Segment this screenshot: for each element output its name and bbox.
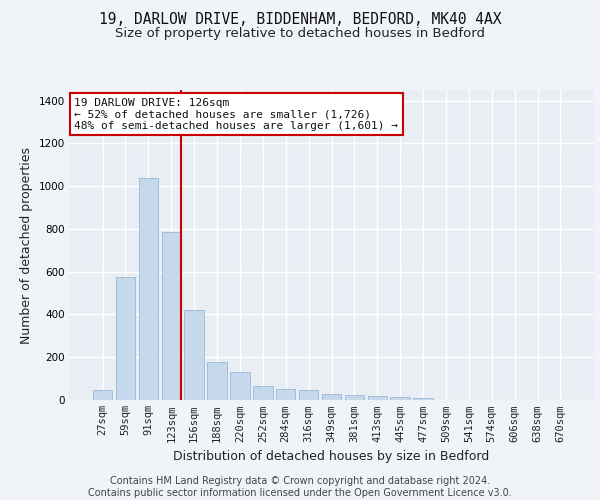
Bar	[253, 386, 272, 400]
Text: Size of property relative to detached houses in Bedford: Size of property relative to detached ho…	[115, 28, 485, 40]
Bar	[161, 232, 181, 400]
Y-axis label: Number of detached properties: Number of detached properties	[20, 146, 33, 344]
Bar	[413, 398, 433, 400]
Bar	[208, 362, 227, 400]
Bar	[184, 310, 204, 400]
Bar	[368, 396, 387, 400]
Bar	[230, 372, 250, 400]
Bar	[299, 390, 319, 400]
Bar	[391, 397, 410, 400]
Bar	[139, 178, 158, 400]
Text: 19, DARLOW DRIVE, BIDDENHAM, BEDFORD, MK40 4AX: 19, DARLOW DRIVE, BIDDENHAM, BEDFORD, MK…	[99, 12, 501, 28]
Bar	[276, 390, 295, 400]
Bar	[116, 277, 135, 400]
Bar	[93, 390, 112, 400]
Bar	[322, 394, 341, 400]
Text: 19 DARLOW DRIVE: 126sqm
← 52% of detached houses are smaller (1,726)
48% of semi: 19 DARLOW DRIVE: 126sqm ← 52% of detache…	[74, 98, 398, 131]
Text: Contains HM Land Registry data © Crown copyright and database right 2024.
Contai: Contains HM Land Registry data © Crown c…	[88, 476, 512, 498]
X-axis label: Distribution of detached houses by size in Bedford: Distribution of detached houses by size …	[173, 450, 490, 463]
Bar	[344, 394, 364, 400]
